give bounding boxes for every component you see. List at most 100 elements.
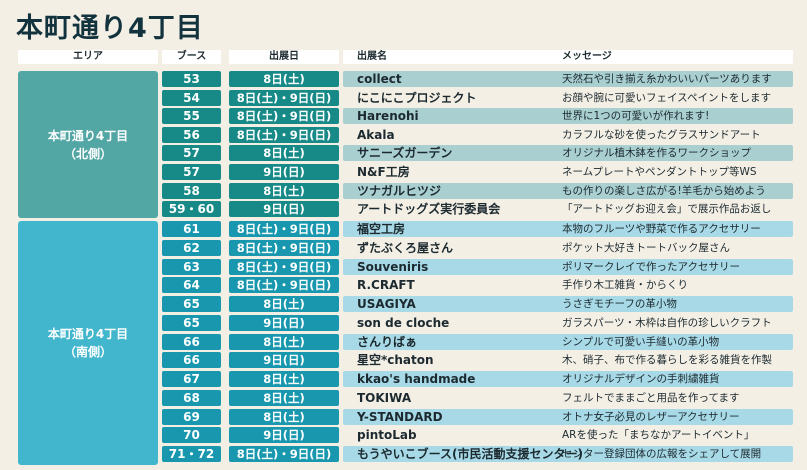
- exhibitor-message: シンプルで可愛い手縫いの革小物: [562, 335, 720, 348]
- exhibitor-message: オトナ女子必見のレザーアクセサリー: [562, 410, 740, 423]
- exhibit-date: 8日(土): [229, 182, 339, 199]
- exhibitor-name: 星空*chaton: [357, 353, 434, 368]
- exhibitor-name: もうやいこブース(市民活動支援センター): [357, 447, 584, 461]
- row-stripe: [343, 333, 793, 350]
- booth-number: 62: [162, 239, 221, 256]
- exhibitor-message: ARを使った「まちなかアートイベント」: [562, 429, 755, 442]
- header-name: 出展名 メッセージ: [343, 50, 793, 64]
- exhibitor-name: 福空工房: [357, 222, 406, 236]
- exhibitor-name: サニーズガーデン: [357, 146, 453, 161]
- booth-number: 59・60: [162, 201, 221, 218]
- exhibitor-message: ポリマークレイで作ったアクセサリー: [562, 260, 740, 273]
- exhibitor-name: さんりばぁ: [357, 334, 418, 349]
- area-south: 本町通り4丁目 （南側）: [18, 221, 158, 465]
- exhibitor-name: Akala: [357, 127, 395, 142]
- booth-number: 66: [162, 333, 221, 350]
- page-title: 本町通り4丁目: [16, 13, 204, 44]
- row-stripe: [343, 446, 793, 462]
- exhibitor-message: もの作りの楽しさ広がる!羊毛から始めよう: [562, 184, 766, 197]
- table-row: 67 8日(土) kkao's handmade オリジナルデザインの手刺繍雑貨: [0, 371, 807, 387]
- table-row: 62 8日(土)・9日(日) ずたぶくろ屋さん ポケット大好きトートバック屋さん: [0, 239, 807, 256]
- header-date: 出展日: [229, 50, 339, 64]
- table-row: 57 8日(土) サニーズガーデン オリジナル植木鉢を作るワークショップ: [0, 145, 807, 162]
- exhibitor-name: Harenohi: [357, 109, 419, 124]
- booth-number: 70: [162, 427, 221, 444]
- exhibitor-name: USAGIYA: [357, 297, 416, 311]
- exhibitor-name: にこにこプロジェクト: [357, 90, 477, 105]
- area-sublabel: （北側）: [63, 146, 112, 161]
- row-stripe: [343, 145, 793, 162]
- exhibitor-name: TOKIWA: [357, 390, 412, 405]
- row-stripe: [343, 258, 793, 275]
- table-row: 58 8日(土) ツナガルヒツジ もの作りの楽しさ広がる!羊毛から始めよう: [0, 182, 807, 199]
- exhibit-date: 8日(土): [229, 145, 339, 162]
- table-row: 57 9日(日) N&F工房 ネームプレートやペンダントトップ等WS: [0, 164, 807, 180]
- exhibitor-name: アートドッグズ実行委員会: [357, 202, 501, 217]
- exhibitor-name: ずたぶくろ屋さん: [357, 240, 454, 255]
- exhibit-date: 8日(土): [229, 389, 339, 406]
- table-row: 61 8日(土)・9日(日) 福空工房 本物のフルーツや野菜で作るアクセサリー: [0, 221, 807, 237]
- table-row: 56 8日(土)・9日(日) Akala カラフルな砂を使ったグラスサンドアート: [0, 126, 807, 143]
- exhibit-date: 8日(土)・9日(日): [229, 221, 339, 237]
- exhibitor-name: R.CRAFT: [357, 278, 415, 293]
- exhibit-date: 8日(土): [229, 71, 339, 87]
- exhibitor-message: ネームプレートやペンダントトップ等WS: [562, 166, 757, 178]
- exhibitor-message: ガラスパーツ・木枠は自作の珍しいクラフト: [562, 316, 772, 329]
- row-stripe: [343, 408, 793, 425]
- exhibitor-message: うさぎモチーフの革小物: [562, 298, 677, 310]
- exhibit-date: 9日(日): [229, 201, 339, 218]
- booth-number: 71・72: [162, 446, 221, 462]
- exhibitor-message: 木、硝子、布で作る暮らしを彩る雑貨を作製: [562, 354, 772, 367]
- exhibitor-message: 「アートドッグお迎え会」で展示作品お返し: [562, 203, 772, 216]
- booth-number: 64: [162, 277, 221, 294]
- table-row: 64 8日(土)・9日(日) R.CRAFT 手作り木工雑貨・からくり: [0, 277, 807, 294]
- exhibit-date: 8日(土): [229, 371, 339, 387]
- exhibit-date: 9日(日): [229, 352, 339, 369]
- booth-number: 58: [162, 182, 221, 199]
- booth-number: 63: [162, 258, 221, 275]
- exhibitor-message: ポケット大好きトートバック屋さん: [562, 241, 730, 254]
- exhibit-date: 8日(土): [229, 408, 339, 425]
- exhibit-date: 8日(土)・9日(日): [229, 446, 339, 462]
- table-row: 70 9日(日) pintoLab ARを使った「まちなかアートイベント」: [0, 427, 807, 444]
- exhibitor-message: オリジナル植木鉢を作るワークショップ: [562, 147, 751, 160]
- table-row: 69 8日(土) Y-STANDARD オトナ女子必見のレザーアクセサリー: [0, 408, 807, 425]
- exhibit-date: 8日(土)・9日(日): [229, 89, 339, 106]
- table-row: 65 9日(日) son de cloche ガラスパーツ・木枠は自作の珍しいクラフト: [0, 314, 807, 331]
- booth-number: 61: [162, 221, 221, 237]
- header-area: エリア: [18, 50, 158, 64]
- row-stripe: [343, 296, 793, 312]
- table-row: 65 8日(土) USAGIYA うさぎモチーフの革小物: [0, 296, 807, 312]
- booth-number: 65: [162, 314, 221, 331]
- exhibitor-name: N&F工房: [357, 165, 410, 179]
- booth-number: 53: [162, 71, 221, 87]
- exhibitor-name: kkao's handmade: [357, 372, 476, 386]
- exhibitor-message: フェルトでままごと用品を作ってます: [562, 391, 740, 404]
- exhibit-date: 8日(土)・9日(日): [229, 258, 339, 275]
- booth-number: 66: [162, 352, 221, 369]
- booth-number: 57: [162, 164, 221, 180]
- booth-number: 69: [162, 408, 221, 425]
- booth-number: 55: [162, 108, 221, 125]
- exhibitor-name: ツナガルヒツジ: [357, 183, 442, 198]
- table-row: 71・72 8日(土)・9日(日) もうやいこブース(市民活動支援センター) センター…: [0, 446, 807, 462]
- exhibit-date: 8日(土)・9日(日): [229, 126, 339, 143]
- exhibitor-message: 天然石や引き揃え糸かわいいパーツあります: [562, 73, 772, 85]
- table-row: 68 8日(土) TOKIWA フェルトでままごと用品を作ってます: [0, 389, 807, 406]
- exhibitor-message: オリジナルデザインの手刺繍雑貨: [562, 373, 720, 385]
- row-stripe: [343, 371, 793, 387]
- table-row: 59・60 9日(日) アートドッグズ実行委員会 「アートドッグお迎え会」で展示作品お…: [0, 201, 807, 218]
- area-label: 本町通り4丁目: [47, 128, 129, 143]
- table-row: 54 8日(土)・9日(日) にこにこプロジェクト お顔や腕に可愛いフェイスペイントを…: [0, 89, 807, 106]
- exhibitor-message: センター登録団体の広報をシェアして展開: [562, 448, 762, 460]
- table-row: 66 8日(土) さんりばぁ シンプルで可愛い手縫いの革小物: [0, 333, 807, 350]
- booth-number: 68: [162, 389, 221, 406]
- exhibit-date: 8日(土)・9日(日): [229, 277, 339, 294]
- exhibitor-name: Y-STANDARD: [357, 409, 443, 424]
- exhibitor-message: お顔や腕に可愛いフェイスペイントをします: [562, 91, 771, 104]
- booth-number: 54: [162, 89, 221, 106]
- booth-number: 56: [162, 126, 221, 143]
- header-booth: ブース: [162, 50, 221, 64]
- booth-number: 67: [162, 371, 221, 387]
- table-row: 66 9日(日) 星空*chaton 木、硝子、布で作る暮らしを彩る雑貨を作製: [0, 352, 807, 369]
